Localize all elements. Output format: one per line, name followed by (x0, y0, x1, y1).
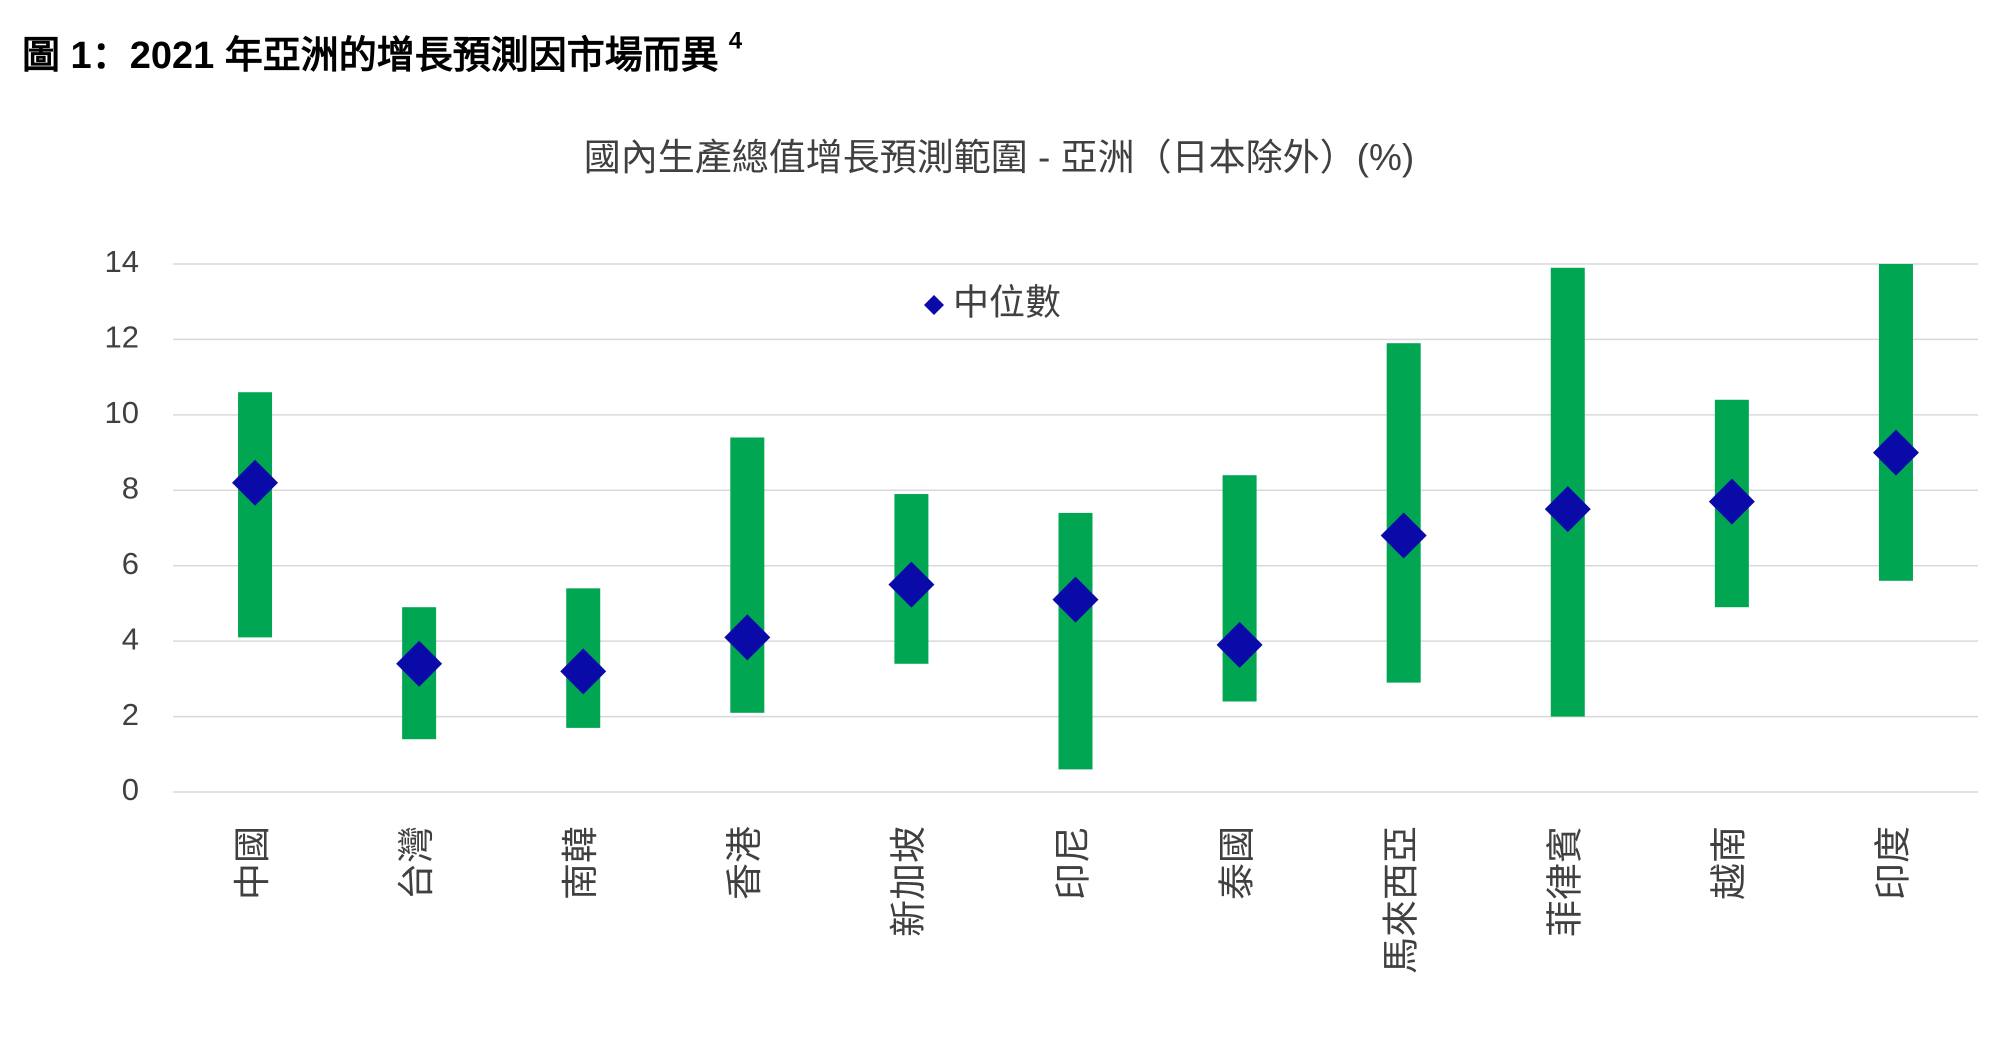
y-tick-label: 4 (122, 621, 139, 656)
x-tick-label: 印尼 (1052, 826, 1093, 900)
legend-label: 中位數 (953, 282, 1061, 323)
footnote-ref: 4 (729, 27, 743, 54)
median-marker (560, 648, 607, 695)
y-tick-label: 6 (122, 546, 139, 581)
x-tick-label: 馬來西亞 (1380, 826, 1421, 974)
median-marker (888, 561, 935, 608)
median-marker (1380, 512, 1427, 559)
median-marker (1708, 478, 1755, 525)
median-marker (1544, 486, 1591, 533)
range-bar (1878, 264, 1913, 581)
x-tick-label: 印度 (1873, 826, 1914, 900)
median-marker (1052, 576, 1099, 623)
legend-marker (924, 295, 944, 315)
y-tick-label: 2 (122, 697, 139, 732)
y-tick-label: 10 (105, 395, 139, 430)
median-marker (232, 459, 279, 506)
x-tick-label: 南韓 (560, 826, 601, 900)
x-tick-label: 越南 (1709, 826, 1750, 900)
x-tick-label: 泰國 (1216, 826, 1257, 900)
page-heading: 圖 1：2021 年亞洲的增長預測因市場而異 (22, 35, 719, 77)
median-marker (1216, 621, 1263, 668)
y-tick-label: 0 (122, 772, 139, 807)
median-marker (724, 614, 771, 661)
x-tick-label: 台灣 (396, 826, 437, 900)
x-tick-label: 新加坡 (888, 826, 929, 937)
y-tick-label: 8 (122, 470, 139, 505)
x-tick-label: 中國 (232, 826, 273, 900)
x-tick-label: 香港 (724, 826, 765, 900)
median-marker (396, 640, 443, 687)
y-tick-label: 12 (105, 320, 139, 355)
chart-title: 國內生產總值增長預測範圍 - 亞洲（日本除外）(%) (584, 137, 1414, 178)
median-marker (1872, 429, 1919, 476)
range-bar (238, 392, 273, 638)
x-tick-label: 菲律賓 (1545, 826, 1586, 937)
y-tick-label: 14 (105, 244, 139, 279)
range-bar (1058, 512, 1093, 770)
range-bar (730, 437, 765, 713)
